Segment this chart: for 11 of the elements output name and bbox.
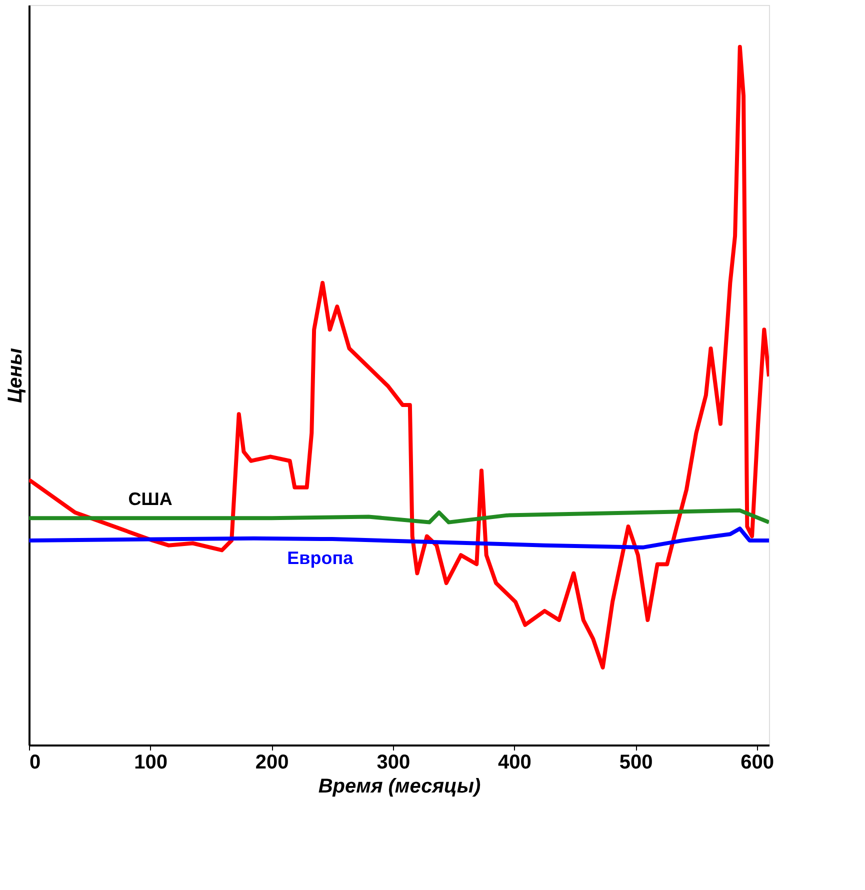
x-tick-label: 500 bbox=[619, 752, 653, 774]
series-label: Европа bbox=[287, 548, 354, 568]
x-tick-label: 0 bbox=[30, 752, 41, 774]
x-tick-label: 300 bbox=[376, 752, 410, 774]
x-tick-label: 100 bbox=[134, 752, 168, 774]
y-axis-title: Цены bbox=[4, 348, 26, 403]
x-tick-label: 400 bbox=[498, 752, 532, 774]
x-tick-label: 600 bbox=[740, 752, 774, 774]
series-label: США bbox=[128, 489, 172, 510]
x-tick-label: 200 bbox=[255, 752, 289, 774]
x-axis-title: Время (месяцы) bbox=[318, 776, 481, 798]
